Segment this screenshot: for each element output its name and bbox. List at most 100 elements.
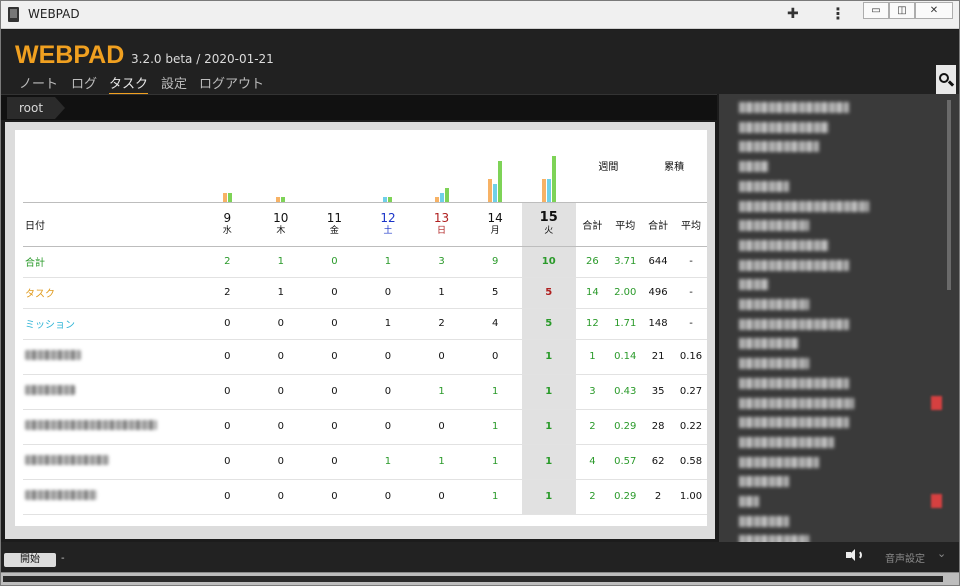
chevron-down-icon[interactable]: ⌄ xyxy=(937,547,947,560)
row-label xyxy=(23,444,201,480)
day-bars xyxy=(521,130,576,203)
stat-cum-total: 644 xyxy=(641,246,676,278)
chart-row: 週間 累積 xyxy=(23,130,707,203)
bar-orange xyxy=(541,178,546,202)
more-menu-icon[interactable]: ⋮ xyxy=(830,4,846,23)
day-value: 0 xyxy=(414,409,469,445)
stat-cum-total: 28 xyxy=(641,409,676,445)
sidebar-item[interactable] xyxy=(739,397,854,409)
date-header[interactable]: 14 月 xyxy=(468,202,522,247)
sub-header: 平均 xyxy=(609,202,642,247)
nav-task[interactable]: タスク xyxy=(109,73,149,95)
date-header[interactable]: 15 火 xyxy=(521,202,576,247)
day-value: 0 xyxy=(468,339,522,375)
bar-green xyxy=(281,196,286,202)
day-value: 1 xyxy=(254,246,308,278)
day-value: 1 xyxy=(521,339,576,375)
sidebar-item[interactable] xyxy=(739,259,849,271)
date-header[interactable]: 13 日 xyxy=(414,202,469,247)
sidebar-item[interactable] xyxy=(739,239,829,251)
day-bars xyxy=(200,130,255,203)
maximize-button[interactable]: ◫ xyxy=(889,2,915,19)
day-value: 1 xyxy=(468,409,522,445)
sidebar-item[interactable] xyxy=(739,476,789,488)
day-value: 5 xyxy=(521,277,576,309)
stat-week-total: 4 xyxy=(575,444,610,480)
nav-note[interactable]: ノート xyxy=(19,77,59,92)
table-row[interactable]: 0 0 0 0 0 1 1 2 0.29 2 1.00 xyxy=(23,479,707,515)
sidebar-item[interactable] xyxy=(739,121,829,133)
sidebar-item[interactable] xyxy=(739,358,809,370)
sidebar-item[interactable] xyxy=(739,180,789,192)
day-value: 5 xyxy=(468,277,522,309)
app-header: WEBPAD 3.2.0 beta / 2020-01-21 ノート ログ タス… xyxy=(1,30,959,95)
bar-green xyxy=(551,155,556,202)
bar-cyan xyxy=(439,192,444,202)
volume-icon[interactable] xyxy=(846,548,862,562)
day-value: 0 xyxy=(200,444,255,480)
sidebar-item[interactable] xyxy=(739,456,819,468)
sidebar-item[interactable] xyxy=(739,535,809,547)
sidebar-item[interactable] xyxy=(739,279,769,291)
date-header[interactable]: 10 木 xyxy=(254,202,308,247)
close-button[interactable]: ✕ xyxy=(915,2,953,19)
footer: 開始 - 音声設定 ⌄ xyxy=(1,542,959,572)
sidebar-item[interactable] xyxy=(739,436,834,448)
date-header[interactable]: 11 金 xyxy=(307,202,362,247)
day-value: 0 xyxy=(254,444,308,480)
app-icon xyxy=(8,7,19,22)
sidebar-scrollbar[interactable] xyxy=(947,100,951,290)
row-label: 合計 xyxy=(23,246,201,278)
minimize-button[interactable]: ▭ xyxy=(863,2,889,19)
horizontal-scrollbar[interactable] xyxy=(1,572,959,585)
start-button[interactable]: 開始 xyxy=(4,553,56,567)
sidebar-item[interactable] xyxy=(739,102,849,113)
sidebar-item[interactable] xyxy=(739,417,849,429)
sidebar-item[interactable] xyxy=(739,299,809,310)
day-bars xyxy=(307,130,362,203)
day-value: 1 xyxy=(521,409,576,445)
table-row[interactable]: 0 0 0 0 0 0 1 1 0.14 21 0.16 xyxy=(23,339,707,375)
stat-week-total: 26 xyxy=(575,246,610,278)
blurred-label xyxy=(25,490,97,500)
search-button[interactable] xyxy=(936,65,956,95)
day-value: 0 xyxy=(307,479,362,515)
sidebar-item[interactable] xyxy=(739,200,869,212)
nav-log[interactable]: ログ xyxy=(71,77,98,92)
day-value: 0 xyxy=(200,339,255,375)
table-row[interactable]: 0 0 0 1 1 1 1 4 0.57 62 0.58 xyxy=(23,444,707,480)
day-value: 0 xyxy=(254,308,308,340)
sidebar-item[interactable] xyxy=(739,161,769,173)
nav-logout[interactable]: ログアウト xyxy=(199,77,265,92)
voice-settings-label[interactable]: 音声設定 xyxy=(885,554,925,565)
sidebar-item[interactable] xyxy=(739,338,799,350)
blurred-label xyxy=(25,420,157,430)
stat-cum-avg: 0.27 xyxy=(675,374,707,410)
sub-header: 平均 xyxy=(675,202,707,247)
sidebar-item[interactable] xyxy=(739,377,849,389)
app-logo[interactable]: WEBPAD xyxy=(15,41,125,69)
date-header[interactable]: 12 土 xyxy=(361,202,415,247)
stat-week-total: 1 xyxy=(575,339,610,375)
table-row[interactable]: 0 0 0 0 0 1 1 2 0.29 28 0.22 xyxy=(23,409,707,445)
sidebar-item[interactable] xyxy=(739,496,759,507)
row-label: ミッション xyxy=(23,308,201,340)
extension-puzzle-icon[interactable]: ✚ xyxy=(787,6,799,22)
day-value: 0 xyxy=(361,277,415,309)
sidebar-item[interactable] xyxy=(739,220,809,232)
breadcrumb-root[interactable]: root xyxy=(7,97,66,119)
day-value: 0 xyxy=(307,374,362,410)
day-value: 0 xyxy=(200,409,255,445)
day-bars xyxy=(361,130,415,203)
sidebar-item[interactable] xyxy=(739,515,789,527)
summary-row: タスク 2 1 0 0 1 5 5 14 2.00 496- xyxy=(23,277,707,309)
day-value: 0 xyxy=(254,374,308,410)
sidebar-item[interactable] xyxy=(739,318,849,330)
stat-cum-avg: - xyxy=(675,246,707,278)
day-value: 1 xyxy=(468,479,522,515)
sidebar-item[interactable] xyxy=(739,141,819,153)
table-row[interactable]: 0 0 0 0 1 1 1 3 0.43 35 0.27 xyxy=(23,374,707,410)
nav-settings[interactable]: 設定 xyxy=(161,77,188,92)
search-icon xyxy=(939,73,949,83)
